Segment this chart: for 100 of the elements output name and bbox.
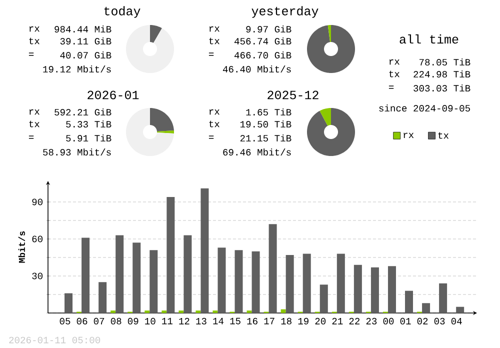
x-tick-label: 00	[383, 318, 394, 324]
text: 19.50 TiB	[240, 120, 292, 128]
text: rx	[210, 109, 220, 115]
text: 39.11 GiB	[60, 37, 112, 45]
x-tick-label: 17	[264, 318, 274, 324]
bar	[150, 250, 158, 314]
text: =	[28, 52, 34, 56]
text: tx	[209, 120, 220, 128]
bar	[336, 254, 345, 314]
bar	[286, 255, 294, 314]
x-tick-label: 18	[281, 318, 292, 324]
x-tick-label: 03	[434, 318, 445, 324]
text: 456.74 GiB	[234, 37, 292, 45]
bar	[456, 306, 464, 314]
bar	[178, 310, 184, 314]
text: all time	[400, 34, 458, 44]
text: =	[28, 136, 34, 139]
x-tick-label: 05	[60, 318, 70, 324]
text: 5.33 TiB	[66, 120, 112, 128]
x-tick-label: 09	[128, 318, 138, 324]
bar	[184, 235, 192, 314]
bar	[166, 197, 175, 314]
bar	[246, 310, 252, 314]
x-tick-label: 19	[298, 318, 308, 324]
bar	[82, 238, 90, 314]
y-tick-label: 90	[32, 198, 43, 206]
text: rx	[30, 26, 40, 32]
x-tick-label: 22	[349, 318, 360, 324]
chart-title: 2025-12	[268, 90, 318, 100]
bar	[252, 251, 260, 314]
x-tick-label: 07	[94, 318, 104, 324]
text: =	[208, 52, 214, 56]
bar	[200, 188, 209, 314]
x-tick-label: 01	[400, 318, 411, 324]
text: 9.97 GiB	[246, 25, 292, 33]
bar	[196, 310, 201, 314]
text: tx	[29, 38, 40, 44]
bar	[280, 309, 286, 314]
bar	[234, 250, 243, 314]
x-tick-label: 10	[145, 318, 156, 324]
bar	[422, 303, 430, 314]
text: tx	[29, 120, 40, 128]
legend-label: tx	[438, 132, 449, 139]
bar	[320, 284, 328, 314]
x-tick-label: 11	[162, 318, 172, 324]
text: since 2024-09-05	[379, 104, 470, 112]
text: 984.44 MiB	[54, 25, 112, 33]
text: 46.40 Mbit/s	[222, 65, 291, 73]
text: rx	[390, 59, 400, 65]
x-tick-label: 20	[315, 318, 326, 324]
text: 303.03 TiB	[414, 84, 470, 92]
x-tick-label: 16	[247, 318, 258, 324]
text: 58.93 Mbit/s	[43, 148, 111, 156]
x-tick-label: 21	[332, 318, 343, 324]
y-axis-title: Mbit/s	[18, 231, 25, 263]
text: 5.91 TiB	[66, 134, 112, 142]
y-tick-label: 30	[32, 272, 43, 280]
chart-title: yesterday	[252, 6, 318, 18]
bar	[116, 235, 124, 314]
text: rx	[30, 109, 40, 115]
bar	[64, 293, 73, 314]
bar	[302, 254, 311, 314]
bar	[439, 283, 448, 314]
x-tick-label: 14	[213, 318, 224, 324]
text: rx	[210, 26, 220, 32]
text: 224.98 TiB	[414, 70, 470, 78]
bar	[110, 310, 116, 314]
chart-title: 2026-01	[88, 90, 139, 100]
x-tick-label: 23	[366, 318, 377, 324]
text: 592.21 GiB	[54, 108, 112, 116]
bar	[388, 266, 396, 314]
bar	[98, 282, 107, 314]
bar	[370, 267, 379, 314]
text: =	[388, 86, 394, 89]
x-tick-label: 13	[196, 318, 206, 324]
bar	[212, 310, 218, 314]
x-tick-label: 12	[179, 318, 190, 324]
chart-title: today	[104, 6, 140, 18]
x-tick-label: 15	[230, 318, 240, 324]
text: 69.46 Mbit/s	[223, 148, 291, 156]
bar	[405, 290, 414, 314]
text: 40.07 GiB	[60, 51, 112, 59]
x-tick-label: 02	[417, 318, 428, 324]
x-tick-label: 08	[110, 318, 122, 324]
bar	[268, 224, 277, 314]
y-tick-label: 60	[32, 236, 43, 242]
text: 78.05 TiB	[419, 58, 470, 66]
legend-label: rx	[404, 132, 414, 138]
bar	[218, 248, 226, 314]
text: 19.12 Mbit/s	[43, 65, 111, 73]
text: 21.15 TiB	[240, 134, 292, 142]
bar	[354, 264, 362, 314]
bar	[144, 310, 150, 314]
text: 466.70 GiB	[234, 51, 292, 59]
text: tx	[209, 38, 220, 44]
x-tick-label: 04	[451, 318, 462, 324]
x-tick-label: 06	[76, 318, 88, 324]
text: =	[208, 136, 214, 139]
text: tx	[389, 70, 400, 78]
bar	[132, 242, 141, 314]
